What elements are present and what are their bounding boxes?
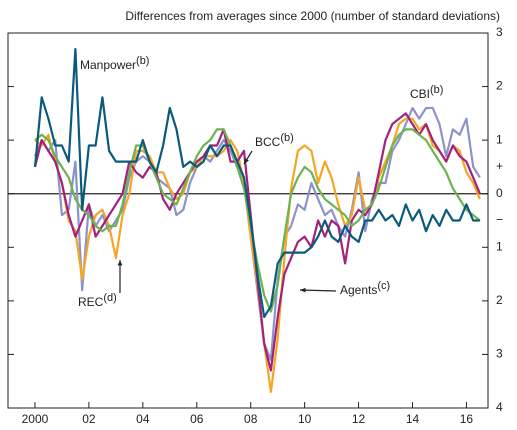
x-tick-label: 04 bbox=[136, 412, 150, 426]
series-label-note: (b) bbox=[136, 55, 149, 67]
series-label: CBI(b) bbox=[410, 84, 443, 101]
label-arrow bbox=[299, 289, 337, 292]
series-line bbox=[33, 112, 481, 372]
y-tick-label: 4 bbox=[496, 400, 503, 414]
y-tick-label: 3 bbox=[496, 347, 503, 361]
series-line bbox=[34, 117, 481, 393]
series-label-note: (b) bbox=[280, 132, 293, 144]
y-tick-label: 0 bbox=[496, 186, 503, 200]
y-tick-label: 1 bbox=[496, 239, 503, 253]
y-tick-label: 2 bbox=[496, 79, 503, 93]
series-label-note: (d) bbox=[103, 292, 116, 304]
x-tick-label: 14 bbox=[406, 412, 420, 426]
arrow-head bbox=[244, 158, 249, 164]
series-label-note: (c) bbox=[377, 280, 390, 292]
series-label-name: REC bbox=[78, 295, 104, 309]
x-tick-label: 12 bbox=[352, 412, 366, 426]
y-tick-label: 2 bbox=[496, 293, 503, 307]
series-label: Manpower(b) bbox=[80, 55, 149, 72]
series-label-name: Manpower bbox=[80, 58, 136, 72]
y-sign-label: + bbox=[496, 159, 503, 173]
arrow-head bbox=[117, 260, 123, 266]
series-label: BCC(b) bbox=[255, 132, 294, 149]
series-label-name: BCC bbox=[255, 135, 281, 149]
x-tick-label: 16 bbox=[460, 412, 474, 426]
series-label: REC(d) bbox=[78, 292, 117, 309]
series-label-note: (b) bbox=[430, 84, 443, 96]
series-label-name: CBI bbox=[410, 87, 430, 101]
x-tick-label: 10 bbox=[298, 412, 312, 426]
x-tick-label: 02 bbox=[82, 412, 96, 426]
arrow-head bbox=[300, 287, 306, 293]
series-label: Agents(c) bbox=[340, 280, 390, 297]
y-tick-label: 3 bbox=[496, 25, 503, 39]
x-tick-label: 06 bbox=[190, 412, 204, 426]
y-sign-label: − bbox=[496, 213, 503, 227]
y-tick-label: 1 bbox=[496, 132, 503, 146]
x-tick-label: 2000 bbox=[22, 412, 49, 426]
series-line bbox=[33, 48, 480, 318]
series-label-name: Agents bbox=[340, 283, 377, 297]
x-tick-label: 08 bbox=[244, 412, 258, 426]
series-line bbox=[34, 128, 481, 313]
plot-frame bbox=[7, 32, 489, 409]
chart-title: Differences from averages since 2000 (nu… bbox=[125, 9, 500, 23]
